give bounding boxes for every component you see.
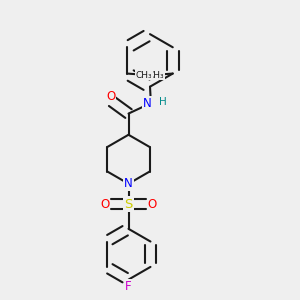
Text: CH₃: CH₃ [136,70,152,80]
Text: O: O [148,197,157,211]
Text: CH₃: CH₃ [148,70,164,80]
Text: F: F [125,280,132,293]
Text: N: N [124,177,133,190]
Text: S: S [124,197,133,211]
Text: H: H [159,97,167,106]
Text: O: O [100,197,109,211]
Text: N: N [143,97,152,110]
Text: O: O [106,90,115,103]
